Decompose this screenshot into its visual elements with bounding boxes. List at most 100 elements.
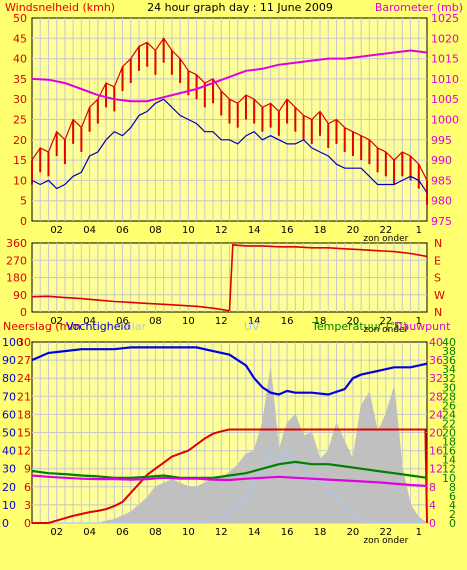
y-tick-label: 26 bbox=[442, 399, 456, 412]
y-tick-label: 10 bbox=[13, 174, 27, 187]
y-tick-label: 40 bbox=[2, 445, 16, 458]
y-tick-label: 90 bbox=[13, 289, 27, 302]
y-tick-label: 6 bbox=[24, 481, 31, 494]
climate-x-ticks: 02 04 06 08 10 12 14 16 18 20 22 1 zon onder bbox=[50, 527, 422, 546]
y-tick-label: 24 bbox=[429, 408, 443, 421]
x-tick-label: 14 bbox=[248, 527, 261, 538]
humidity-ylabel: Vochtigheid bbox=[66, 320, 131, 333]
x-tick-label: 04 bbox=[83, 225, 96, 236]
barometer-line bbox=[31, 49, 428, 103]
x-tick-label: 04 bbox=[83, 527, 96, 538]
y-tick-label: 995 bbox=[431, 134, 452, 147]
y-tick-label: 20 bbox=[442, 427, 456, 440]
x-tick-label: 1 bbox=[416, 527, 422, 538]
y-tick-label: 30 bbox=[442, 381, 456, 394]
y-tick-label: 36 bbox=[442, 354, 456, 367]
y-tick-label: 20 bbox=[13, 134, 27, 147]
x-tick-label: 06 bbox=[116, 527, 129, 538]
x-tick-label: 12 bbox=[215, 527, 228, 538]
dewpoint-line bbox=[31, 474, 428, 487]
y-tick-label: 40 bbox=[429, 336, 443, 349]
y-tick-label: 6 bbox=[449, 490, 456, 503]
y-tick-label: 14 bbox=[442, 454, 456, 467]
y-tick-label: 18 bbox=[17, 408, 31, 421]
compass-label: N bbox=[434, 306, 442, 319]
y-tick-label: 50 bbox=[13, 12, 27, 25]
x-tick-label: 08 bbox=[149, 527, 162, 538]
x-tick-label: 08 bbox=[149, 316, 162, 327]
y-tick-label: 0 bbox=[449, 517, 456, 530]
y-tick-label: 36 bbox=[429, 354, 443, 367]
x-tick-label: 08 bbox=[149, 225, 162, 236]
y-tick-label: 32 bbox=[429, 372, 443, 385]
uv-label: UV bbox=[244, 320, 260, 333]
wind-direction-line bbox=[31, 244, 428, 312]
dewpoint-ylabel: Dauwpunt bbox=[394, 320, 451, 333]
y-tick-label: 1005 bbox=[431, 93, 459, 106]
compass-label: N bbox=[434, 237, 442, 250]
temperature-ylabel: Temperatuur (°C) bbox=[311, 320, 407, 333]
y-tick-label: 8 bbox=[449, 481, 456, 494]
y-tick-label: 15 bbox=[17, 427, 31, 440]
x-tick-label: 02 bbox=[50, 225, 63, 236]
y-tick-label: 270 bbox=[6, 254, 27, 267]
sunset-label: zon onder bbox=[363, 325, 408, 335]
x-tick-label: 10 bbox=[182, 316, 195, 327]
y-tick-label: 90 bbox=[2, 354, 16, 367]
y-tick-label: 12 bbox=[429, 463, 443, 476]
y-tick-label: 27 bbox=[17, 354, 31, 367]
y-tick-label: 2 bbox=[449, 508, 456, 521]
y-tick-label: 70 bbox=[2, 390, 16, 403]
y-tick-label: 975 bbox=[431, 215, 452, 228]
y-tick-label: 12 bbox=[17, 445, 31, 458]
x-tick-label: 18 bbox=[314, 527, 327, 538]
x-tick-label: 12 bbox=[215, 316, 228, 327]
x-tick-label: 14 bbox=[248, 225, 261, 236]
x-tick-label: 02 bbox=[50, 316, 63, 327]
y-tick-label: 40 bbox=[13, 53, 27, 66]
solar-area bbox=[32, 369, 429, 524]
x-tick-label: 06 bbox=[116, 316, 129, 327]
sunset-label: zon onder bbox=[363, 536, 408, 546]
y-tick-label: 18 bbox=[442, 436, 456, 449]
y-tick-label: 24 bbox=[442, 408, 456, 421]
direction-series bbox=[31, 244, 428, 312]
y-tick-label: 24 bbox=[17, 372, 31, 385]
y-tick-label: 21 bbox=[17, 390, 31, 403]
y-tick-label: 10 bbox=[2, 499, 16, 512]
dewpoint-y-ticks: 0 4 8 12 16 20 24 28 32 36 40 bbox=[429, 336, 443, 530]
y-tick-label: 100 bbox=[2, 336, 23, 349]
compass-label: E bbox=[434, 254, 441, 267]
direction-x-ticks: 02 04 06 08 10 12 14 16 18 20 22 1 zon onder bbox=[50, 316, 422, 335]
climate-series bbox=[31, 346, 429, 524]
wind-y-ticks: 0 5 10 15 20 25 30 35 40 45 50 bbox=[13, 12, 27, 228]
humidity-line bbox=[31, 346, 428, 396]
humidity-y-ticks: 0 10 20 30 40 50 60 70 80 90 100 bbox=[2, 336, 23, 530]
x-tick-label: 22 bbox=[379, 316, 392, 327]
y-tick-label: 0 bbox=[24, 517, 31, 530]
x-tick-label: 12 bbox=[215, 225, 228, 236]
y-tick-label: 990 bbox=[431, 154, 452, 167]
wind-x-ticks: 02 04 06 08 10 12 14 16 18 20 22 1 zon onder bbox=[50, 225, 422, 244]
wind-series bbox=[31, 37, 428, 205]
y-tick-label: 0 bbox=[429, 517, 436, 530]
y-tick-label: 25 bbox=[13, 114, 27, 127]
x-tick-label: 20 bbox=[347, 225, 360, 236]
rain-line bbox=[32, 428, 428, 524]
temperature-line bbox=[31, 460, 428, 479]
y-tick-label: 0 bbox=[20, 215, 27, 228]
x-tick-label: 20 bbox=[347, 316, 360, 327]
y-tick-label: 0 bbox=[2, 517, 9, 530]
x-tick-label: 1 bbox=[416, 316, 422, 327]
x-tick-label: 22 bbox=[379, 527, 392, 538]
y-tick-label: 1025 bbox=[431, 12, 459, 25]
sunset-label: zon onder bbox=[363, 234, 408, 244]
y-tick-label: 30 bbox=[17, 336, 31, 349]
